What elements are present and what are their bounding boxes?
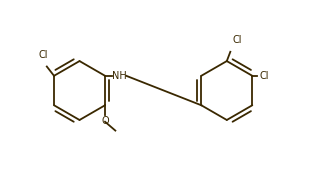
Text: NH: NH: [112, 71, 127, 81]
Text: Cl: Cl: [260, 71, 269, 81]
Text: O: O: [101, 116, 109, 126]
Text: Cl: Cl: [233, 36, 242, 45]
Text: Cl: Cl: [39, 50, 49, 60]
